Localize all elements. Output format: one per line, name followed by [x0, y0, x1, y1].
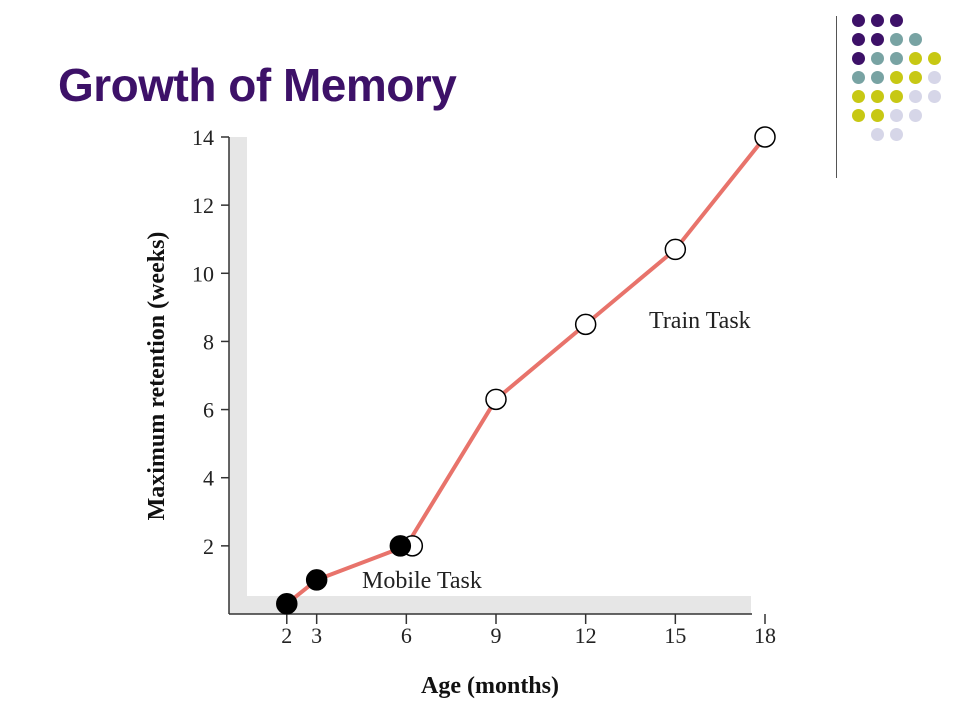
decorative-dot	[890, 109, 903, 122]
decorative-dot	[871, 128, 884, 141]
series-line-train-task	[404, 135, 767, 548]
decorative-dot	[890, 90, 903, 103]
decorative-dot	[928, 52, 941, 65]
decorative-dot	[890, 128, 903, 141]
y-tick-label: 6	[203, 398, 214, 423]
data-point-train-task	[664, 238, 687, 261]
data-point-train-task	[574, 313, 597, 336]
y-tick-label: 8	[203, 329, 214, 354]
decorative-dot	[890, 71, 903, 84]
series-label-mobile-task: Mobile Task	[362, 568, 482, 594]
y-axis-label: Maximum retention (weeks)	[144, 232, 170, 521]
decorative-dot	[871, 52, 884, 65]
decorative-dot	[909, 90, 922, 103]
decorative-dot	[852, 14, 865, 27]
decorative-dot-grid	[852, 14, 952, 154]
decorative-dot	[909, 71, 922, 84]
x-axis-label: Age (months)	[421, 673, 559, 699]
decorative-dot	[852, 33, 865, 46]
decorative-dot	[871, 109, 884, 122]
decorative-dot	[871, 71, 884, 84]
data-point-mobile-task	[276, 593, 298, 615]
y-tick-label: 4	[203, 466, 214, 491]
decorative-dot	[890, 33, 903, 46]
decorative-dot	[890, 52, 903, 65]
x-tick-label: 6	[401, 623, 412, 648]
x-tick-label: 3	[311, 623, 322, 648]
series-label-train-task: Train Task	[649, 308, 751, 334]
y-tick-label: 2	[203, 534, 214, 559]
decorative-dot	[852, 109, 865, 122]
decorative-dot	[909, 52, 922, 65]
x-tick-label: 12	[575, 623, 597, 648]
decorative-dot	[852, 52, 865, 65]
x-tick-label: 15	[664, 623, 686, 648]
decorative-dot	[852, 90, 865, 103]
decorative-dot	[928, 90, 941, 103]
data-point-mobile-task	[389, 535, 412, 557]
decorative-dot	[909, 109, 922, 122]
x-tick-label: 18	[754, 623, 776, 648]
axis-shade-y	[229, 137, 247, 614]
axis-shade-x	[229, 596, 751, 614]
y-tick-label: 12	[192, 193, 214, 218]
decorative-dot	[871, 33, 884, 46]
data-point-train-task	[485, 388, 507, 411]
x-tick-label: 9	[491, 623, 502, 648]
y-tick-label: 14	[192, 125, 214, 150]
decorative-dot	[871, 14, 884, 27]
x-tick-label: 2	[281, 623, 292, 648]
decorative-dot	[909, 33, 922, 46]
decorative-dot	[890, 14, 903, 27]
y-tick-label: 10	[192, 261, 214, 286]
data-point-train-task	[754, 126, 776, 148]
data-point-mobile-task	[305, 569, 328, 591]
decorative-dot	[852, 71, 865, 84]
decorative-dot	[871, 90, 884, 103]
decorative-dot	[928, 71, 941, 84]
slide-title: Growth of Memory	[58, 59, 457, 111]
decorative-divider	[836, 16, 837, 178]
